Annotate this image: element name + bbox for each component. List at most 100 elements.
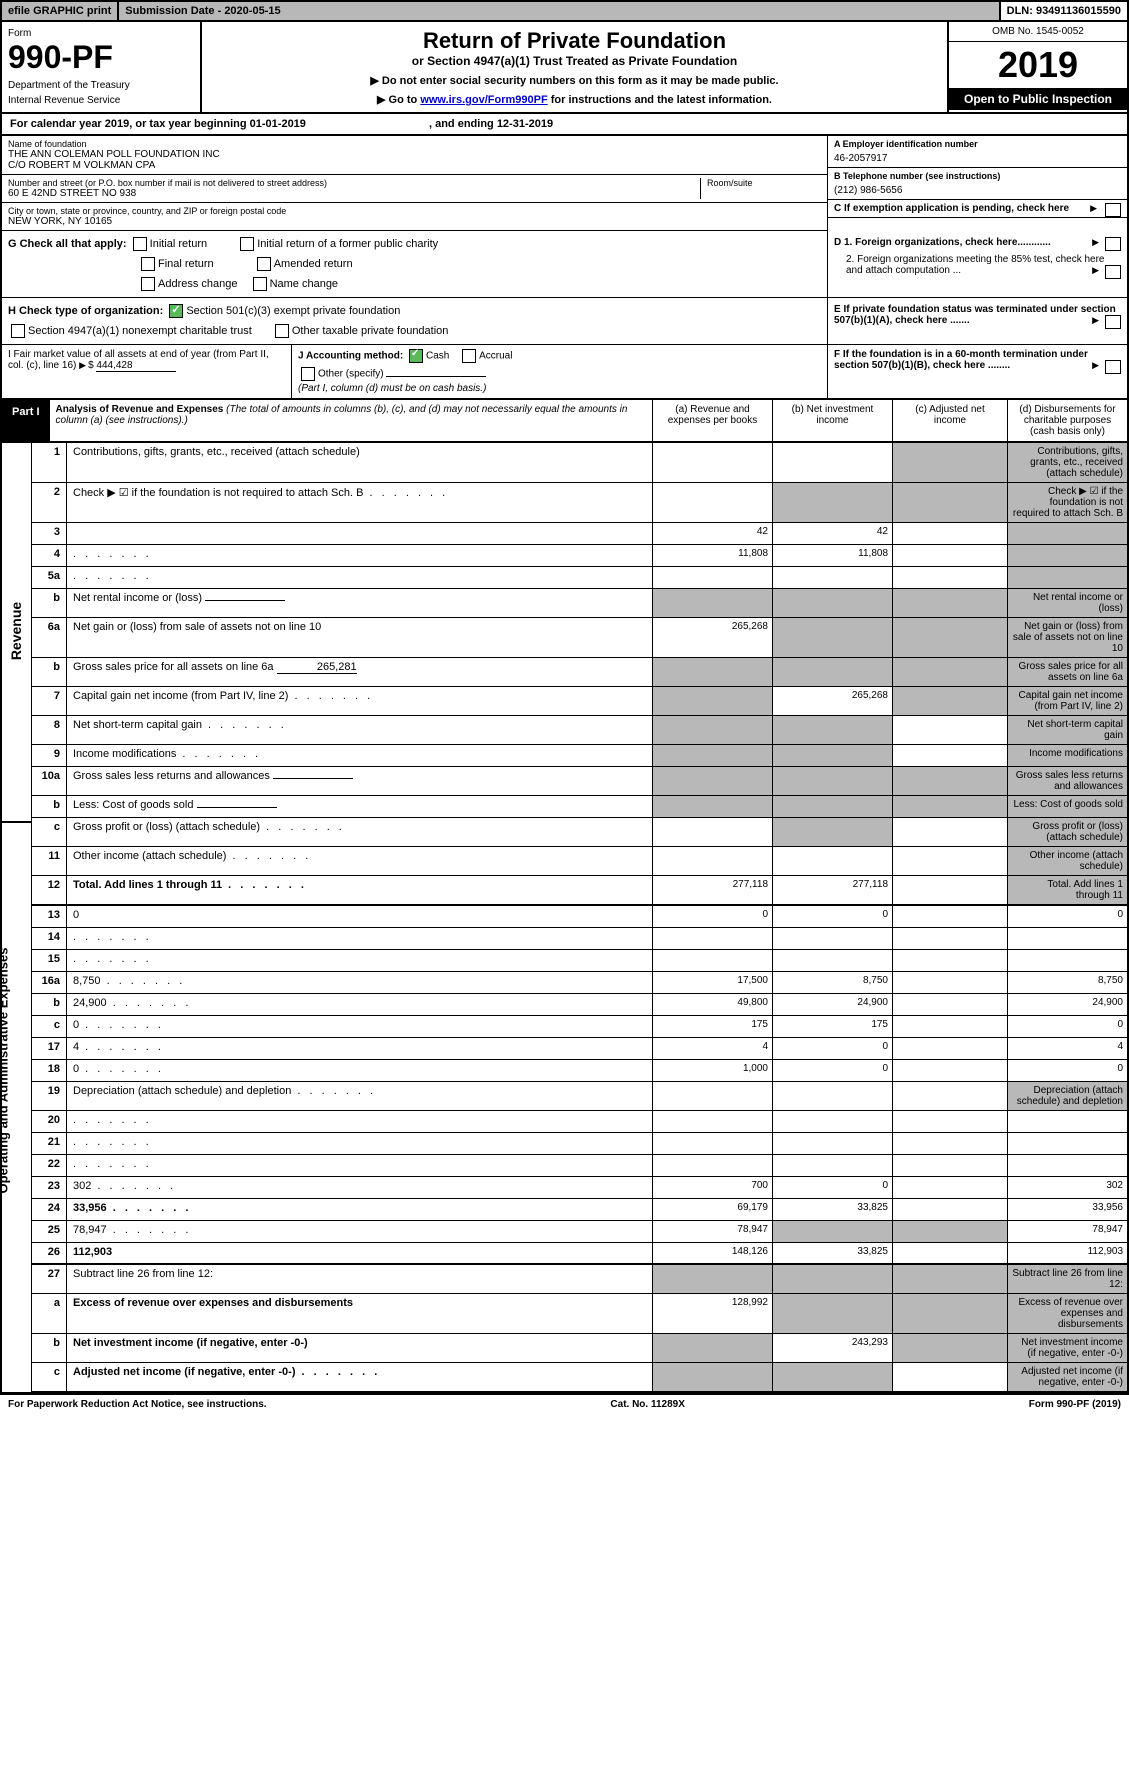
501c3-check[interactable] bbox=[169, 304, 183, 318]
4947-check[interactable] bbox=[11, 324, 25, 338]
table-row: 23302 . . . . . . .7000302 bbox=[32, 1177, 1127, 1199]
cell-col-a bbox=[652, 658, 772, 686]
j-other: Other (specify) bbox=[318, 369, 384, 380]
cell-col-d: 4 bbox=[1007, 1038, 1127, 1059]
open-public: Open to Public Inspection bbox=[949, 88, 1127, 110]
footer-mid: Cat. No. 11289X bbox=[610, 1399, 684, 1410]
table-row: cGross profit or (loss) (attach schedule… bbox=[32, 818, 1127, 847]
cell-col-c bbox=[892, 1133, 1007, 1154]
cell-col-d: 302 bbox=[1007, 1177, 1127, 1198]
row-desc: 0 . . . . . . . bbox=[67, 1060, 652, 1081]
cash-check[interactable] bbox=[409, 349, 423, 363]
row-desc: Less: Cost of goods sold bbox=[67, 796, 652, 817]
cell-col-c bbox=[892, 1221, 1007, 1242]
row-number: 4 bbox=[32, 545, 67, 566]
e-label: E If private foundation status was termi… bbox=[834, 304, 1116, 326]
table-row: bLess: Cost of goods sold Less: Cost of … bbox=[32, 796, 1127, 818]
cell-col-c bbox=[892, 928, 1007, 949]
cell-col-a: 78,947 bbox=[652, 1221, 772, 1242]
row-desc: . . . . . . . bbox=[67, 1111, 652, 1132]
row-desc: Net rental income or (loss) bbox=[67, 589, 652, 617]
cell-col-b bbox=[772, 950, 892, 971]
cell-col-a: 1,000 bbox=[652, 1060, 772, 1081]
g-opt1: Initial return bbox=[150, 238, 207, 250]
name-change-check[interactable] bbox=[253, 277, 267, 291]
irs-label: Internal Revenue Service bbox=[8, 95, 194, 106]
cell-col-d bbox=[1007, 1111, 1127, 1132]
row-desc: Contributions, gifts, grants, etc., rece… bbox=[67, 443, 652, 482]
irs-link[interactable]: www.irs.gov/Form990PF bbox=[420, 94, 547, 106]
row-number: 26 bbox=[32, 1243, 67, 1263]
cell-col-c bbox=[892, 1155, 1007, 1176]
j-accrual: Accrual bbox=[479, 351, 512, 362]
row-desc: Capital gain net income (from Part IV, l… bbox=[67, 687, 652, 715]
d1-checkbox[interactable] bbox=[1105, 237, 1121, 251]
table-row: 19Depreciation (attach schedule) and dep… bbox=[32, 1082, 1127, 1111]
cell-col-a: 265,268 bbox=[652, 618, 772, 657]
part1-label: Part I bbox=[2, 400, 50, 441]
header-right: OMB No. 1545-0052 2019 Open to Public In… bbox=[947, 22, 1127, 112]
cell-col-a: 128,992 bbox=[652, 1294, 772, 1333]
d2-label: 2. Foreign organizations meeting the 85%… bbox=[846, 254, 1104, 276]
f-arrow-icon bbox=[1092, 360, 1101, 371]
cell-col-a bbox=[652, 687, 772, 715]
cell-col-b: 0 bbox=[772, 1038, 892, 1059]
cell-col-c bbox=[892, 906, 1007, 927]
cell-col-d: Subtract line 26 from line 12: bbox=[1007, 1265, 1127, 1293]
table-row: 180 . . . . . . .1,00000 bbox=[32, 1060, 1127, 1082]
other-method-check[interactable] bbox=[301, 367, 315, 381]
cell-col-c bbox=[892, 483, 1007, 522]
col-b-header: (b) Net investment income bbox=[772, 400, 892, 441]
row-desc: Adjusted net income (if negative, enter … bbox=[67, 1363, 652, 1391]
j-label: J Accounting method: bbox=[298, 351, 403, 362]
cell-col-d bbox=[1007, 523, 1127, 544]
accrual-check[interactable] bbox=[462, 349, 476, 363]
cell-col-d: 0 bbox=[1007, 906, 1127, 927]
other-taxable-check[interactable] bbox=[275, 324, 289, 338]
cell-col-b bbox=[772, 716, 892, 744]
table-row: 8Net short-term capital gain . . . . . .… bbox=[32, 716, 1127, 745]
final-return-check[interactable] bbox=[141, 257, 155, 271]
amended-check[interactable] bbox=[257, 257, 271, 271]
cell-col-c bbox=[892, 745, 1007, 766]
cell-col-a: 700 bbox=[652, 1177, 772, 1198]
row-desc: . . . . . . . bbox=[67, 1155, 652, 1176]
page-footer: For Paperwork Reduction Act Notice, see … bbox=[0, 1394, 1129, 1414]
c-checkbox[interactable] bbox=[1105, 203, 1121, 217]
i-cell: I Fair market value of all assets at end… bbox=[2, 345, 292, 398]
e-arrow-icon bbox=[1092, 315, 1101, 326]
row-number: 14 bbox=[32, 928, 67, 949]
table-row: 22 . . . . . . . bbox=[32, 1155, 1127, 1177]
table-row: 27Subtract line 26 from line 12:Subtract… bbox=[32, 1265, 1127, 1294]
row-number: c bbox=[32, 1363, 67, 1391]
header-center: Return of Private Foundation or Section … bbox=[202, 22, 947, 112]
f-checkbox[interactable] bbox=[1105, 360, 1121, 374]
city-value: NEW YORK, NY 10165 bbox=[8, 216, 821, 227]
d2-checkbox[interactable] bbox=[1105, 265, 1121, 279]
table-row: 12Total. Add lines 1 through 11 . . . . … bbox=[32, 876, 1127, 906]
row-number: 25 bbox=[32, 1221, 67, 1242]
tel-value: (212) 986-5656 bbox=[834, 185, 1121, 196]
cell-col-b: 24,900 bbox=[772, 994, 892, 1015]
row-desc: Gross sales price for all assets on line… bbox=[67, 658, 652, 686]
row-desc: Income modifications . . . . . . . bbox=[67, 745, 652, 766]
g-check-row: G Check all that apply: Initial return I… bbox=[0, 231, 1129, 298]
cell-col-d: 0 bbox=[1007, 1060, 1127, 1081]
d1-label: D 1. Foreign organizations, check here..… bbox=[834, 237, 1051, 248]
address-change-check[interactable] bbox=[141, 277, 155, 291]
cell-col-d: Adjusted net income (if negative, enter … bbox=[1007, 1363, 1127, 1391]
cell-col-b bbox=[772, 1155, 892, 1176]
cell-col-b bbox=[772, 1265, 892, 1293]
cell-col-a bbox=[652, 1363, 772, 1391]
cell-col-c bbox=[892, 972, 1007, 993]
cell-col-c bbox=[892, 1038, 1007, 1059]
row-desc: 78,947 . . . . . . . bbox=[67, 1221, 652, 1242]
cell-col-c bbox=[892, 618, 1007, 657]
e-checkbox[interactable] bbox=[1105, 315, 1121, 329]
cell-col-d: Net rental income or (loss) bbox=[1007, 589, 1127, 617]
initial-return-check[interactable] bbox=[133, 237, 147, 251]
g-opt4: Amended return bbox=[274, 258, 353, 270]
cell-col-d: Net gain or (loss) from sale of assets n… bbox=[1007, 618, 1127, 657]
initial-former-check[interactable] bbox=[240, 237, 254, 251]
cell-col-d: 33,956 bbox=[1007, 1199, 1127, 1220]
